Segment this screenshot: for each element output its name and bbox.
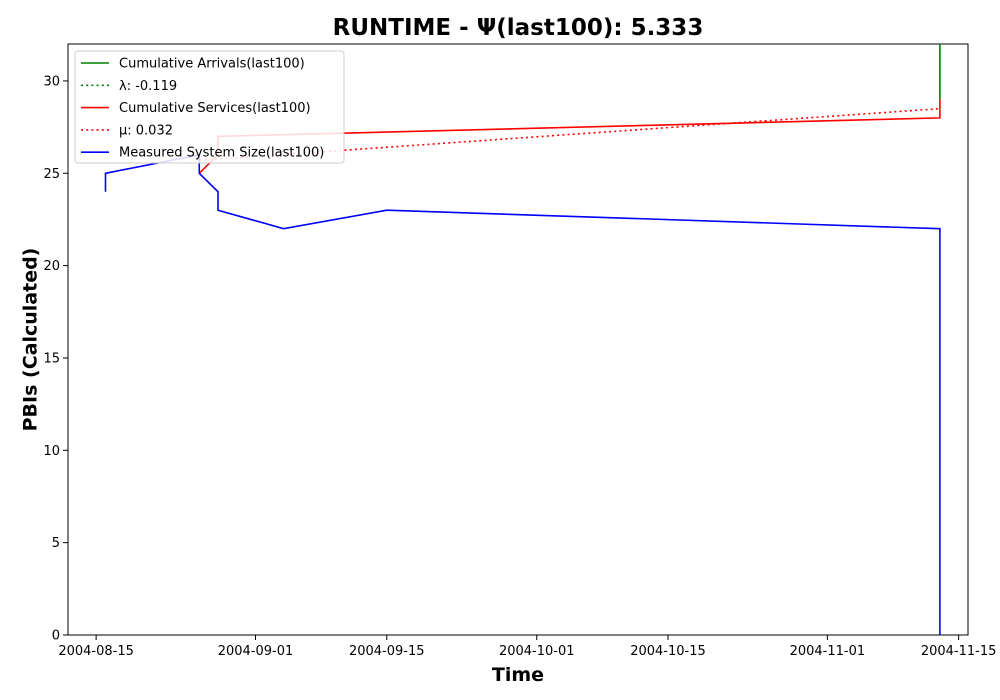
x-tick-label: 2004-08-15 [58, 644, 134, 659]
y-tick-label: 15 [43, 351, 60, 366]
y-tick-label: 5 [52, 536, 60, 551]
series-line-5 [104, 153, 941, 635]
x-tick-label: 2004-11-01 [790, 644, 866, 659]
plot-frame [67, 43, 969, 636]
x-tick-label: 2004-09-01 [218, 644, 294, 659]
x-tick-label: 2004-11-15 [921, 644, 997, 659]
y-tick-label: 10 [43, 444, 60, 459]
y-axis-label: PBIs (Calculated) [20, 248, 42, 432]
x-tick-label: 2004-09-15 [349, 644, 425, 659]
legend-box [74, 50, 345, 164]
x-axis-label: Time [492, 664, 544, 686]
y-tick-label: 30 [43, 74, 60, 89]
y-tick-label: 25 [43, 167, 60, 182]
y-axis: 0 5 10 15 20 25 30 [43, 74, 68, 644]
chart-title: RUNTIME - Ψ(last100): 5.333 [333, 15, 704, 41]
y-tick-label: 20 [43, 259, 60, 274]
legend-label: Measured System Size(last100) [119, 146, 324, 161]
legend-label: μ: 0.032 [119, 123, 173, 138]
legend-label: Cumulative Services(last100) [119, 101, 311, 116]
plot-area [67, 43, 969, 636]
legend-label: Cumulative Arrivals(last100) [119, 57, 305, 72]
y-tick-label: 0 [52, 629, 60, 644]
legend: Cumulative Arrivals(last100) λ: -0.119 Cum… [74, 50, 345, 164]
x-axis: 2004-08-15 2004-09-01 2004-09-15 2004-10-01… [58, 635, 996, 659]
x-tick-label: 2004-10-01 [499, 644, 575, 659]
legend-label: λ: -0.119 [119, 79, 177, 94]
x-tick-label: 2004-10-15 [630, 644, 706, 659]
